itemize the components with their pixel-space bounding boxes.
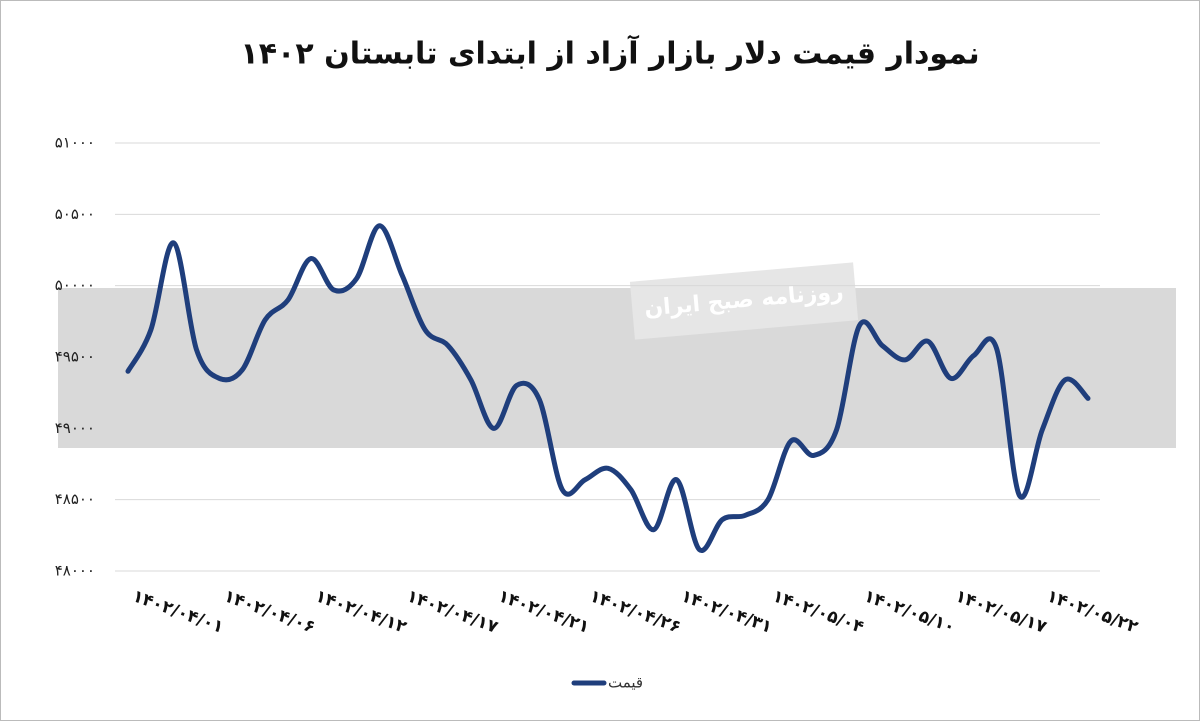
y-tick-label: ۴۸۰۰۰ — [55, 562, 95, 580]
legend-label: قیمت — [608, 674, 643, 692]
y-tick-label: ۴۸۵۰۰ — [55, 490, 95, 508]
y-tick-label: ۴۹۰۰۰ — [55, 419, 95, 437]
series-line — [125, 223, 1091, 553]
watermark-box — [629, 262, 859, 340]
y-tick-label: ۵۱۰۰۰ — [55, 134, 95, 152]
y-tick-label: ۵۰۵۰۰ — [55, 205, 95, 223]
y-tick-label: ۵۰۰۰۰ — [55, 276, 95, 294]
chart-title: نمودار قیمت دلار بازار آزاد از ابتدای تا… — [240, 35, 979, 72]
y-tick-label: ۴۹۵۰۰ — [55, 348, 95, 366]
